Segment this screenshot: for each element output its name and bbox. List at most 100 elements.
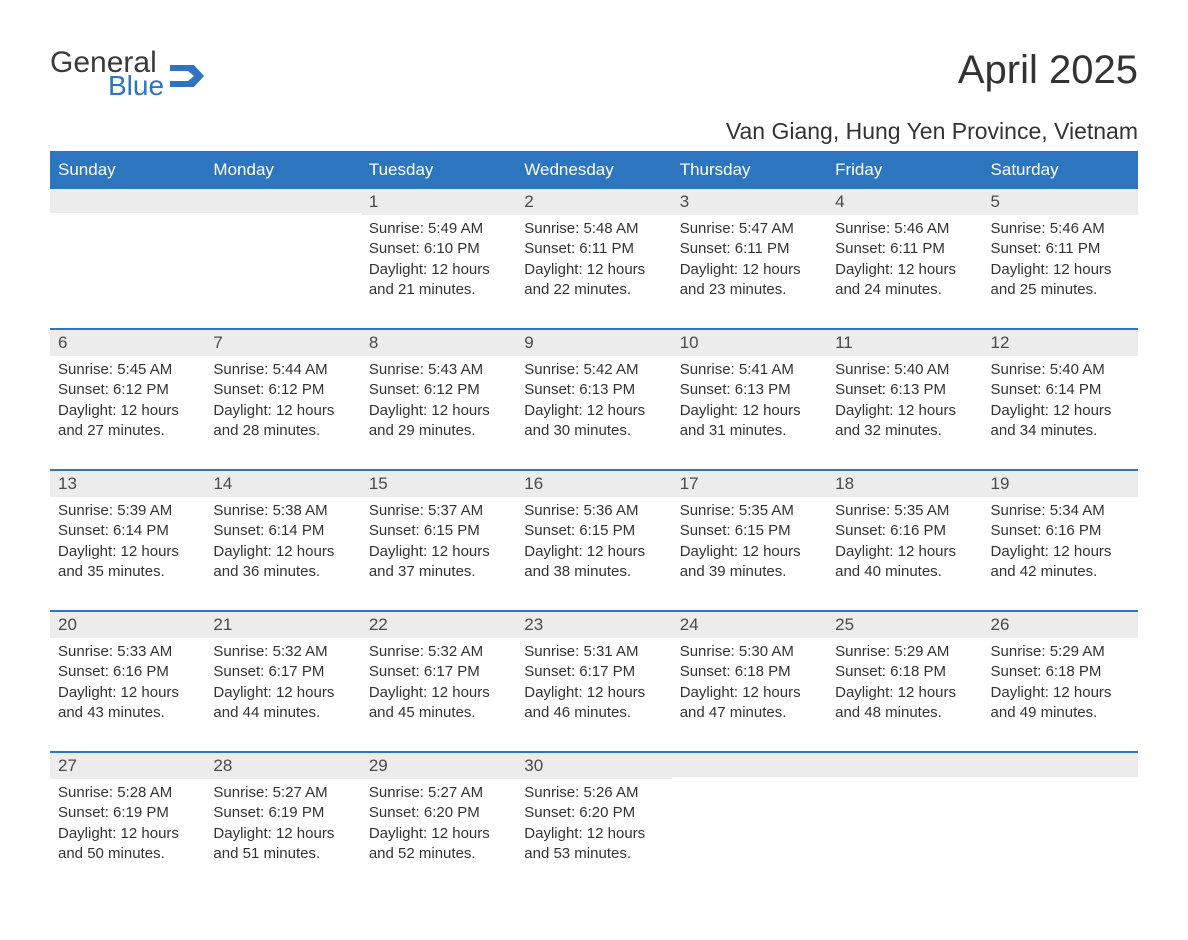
daylight-text: Daylight: 12 hours and 31 minutes. — [680, 401, 819, 442]
day-details: Sunrise: 5:28 AMSunset: 6:19 PMDaylight:… — [50, 779, 205, 892]
brand-name-blue: Blue — [108, 72, 164, 100]
sunset-text: Sunset: 6:17 PM — [524, 662, 663, 682]
sunset-text: Sunset: 6:14 PM — [213, 521, 352, 541]
calendar-week-row: 27Sunrise: 5:28 AMSunset: 6:19 PMDayligh… — [50, 752, 1138, 892]
day-number: 20 — [50, 612, 205, 638]
calendar-day-cell — [672, 752, 827, 892]
day-number: 17 — [672, 471, 827, 497]
daylight-text: Daylight: 12 hours and 25 minutes. — [991, 260, 1130, 301]
calendar-day-cell: 23Sunrise: 5:31 AMSunset: 6:17 PMDayligh… — [516, 611, 671, 752]
brand-logo: General Blue — [50, 48, 204, 100]
calendar-day-cell — [983, 752, 1138, 892]
daylight-text: Daylight: 12 hours and 37 minutes. — [369, 542, 508, 583]
sunrise-text: Sunrise: 5:29 AM — [835, 642, 974, 662]
sunrise-text: Sunrise: 5:41 AM — [680, 360, 819, 380]
sunset-text: Sunset: 6:11 PM — [835, 239, 974, 259]
day-details: Sunrise: 5:35 AMSunset: 6:16 PMDaylight:… — [827, 497, 982, 610]
calendar-day-cell: 13Sunrise: 5:39 AMSunset: 6:14 PMDayligh… — [50, 470, 205, 611]
calendar-day-cell: 24Sunrise: 5:30 AMSunset: 6:18 PMDayligh… — [672, 611, 827, 752]
day-details: Sunrise: 5:45 AMSunset: 6:12 PMDaylight:… — [50, 356, 205, 469]
day-details: Sunrise: 5:34 AMSunset: 6:16 PMDaylight:… — [983, 497, 1138, 610]
daylight-text: Daylight: 12 hours and 50 minutes. — [58, 824, 197, 865]
sunset-text: Sunset: 6:12 PM — [58, 380, 197, 400]
daylight-text: Daylight: 12 hours and 23 minutes. — [680, 260, 819, 301]
calendar-day-cell: 22Sunrise: 5:32 AMSunset: 6:17 PMDayligh… — [361, 611, 516, 752]
sunset-text: Sunset: 6:13 PM — [835, 380, 974, 400]
daylight-text: Daylight: 12 hours and 42 minutes. — [991, 542, 1130, 583]
day-number: 2 — [516, 189, 671, 215]
day-details — [827, 777, 982, 867]
day-details: Sunrise: 5:33 AMSunset: 6:16 PMDaylight:… — [50, 638, 205, 751]
sunset-text: Sunset: 6:16 PM — [991, 521, 1130, 541]
header: General Blue April 2025 — [50, 48, 1138, 100]
day-number: 27 — [50, 753, 205, 779]
day-number: 21 — [205, 612, 360, 638]
sunset-text: Sunset: 6:15 PM — [680, 521, 819, 541]
sunrise-text: Sunrise: 5:47 AM — [680, 219, 819, 239]
calendar-day-cell: 28Sunrise: 5:27 AMSunset: 6:19 PMDayligh… — [205, 752, 360, 892]
weekday-header: Saturday — [983, 152, 1138, 188]
day-number: 26 — [983, 612, 1138, 638]
calendar-day-cell: 7Sunrise: 5:44 AMSunset: 6:12 PMDaylight… — [205, 329, 360, 470]
day-number: 28 — [205, 753, 360, 779]
calendar-day-cell: 3Sunrise: 5:47 AMSunset: 6:11 PMDaylight… — [672, 188, 827, 329]
calendar-week-row: 20Sunrise: 5:33 AMSunset: 6:16 PMDayligh… — [50, 611, 1138, 752]
day-number: 19 — [983, 471, 1138, 497]
calendar-week-row: 6Sunrise: 5:45 AMSunset: 6:12 PMDaylight… — [50, 329, 1138, 470]
calendar-table: Sunday Monday Tuesday Wednesday Thursday… — [50, 151, 1138, 892]
calendar-day-cell: 17 Sunrise: 5:35 AMSunset: 6:15 PMDayligh… — [672, 470, 827, 611]
daylight-text: Daylight: 12 hours and 49 minutes. — [991, 683, 1130, 724]
daylight-text: Daylight: 12 hours and 35 minutes. — [58, 542, 197, 583]
day-number — [827, 753, 982, 777]
sunrise-text: Sunrise: 5:38 AM — [213, 501, 352, 521]
day-number: 22 — [361, 612, 516, 638]
daylight-text: Daylight: 12 hours and 43 minutes. — [58, 683, 197, 724]
day-number: 3 — [672, 189, 827, 215]
daylight-text: Daylight: 12 hours and 46 minutes. — [524, 683, 663, 724]
day-details: Sunrise: 5:29 AMSunset: 6:18 PMDaylight:… — [827, 638, 982, 751]
daylight-text: Daylight: 12 hours and 22 minutes. — [524, 260, 663, 301]
day-details — [672, 777, 827, 867]
sunrise-text: Sunrise: 5:32 AM — [369, 642, 508, 662]
sunrise-text: Sunrise: 5:32 AM — [213, 642, 352, 662]
day-number — [672, 753, 827, 777]
sunset-text: Sunset: 6:18 PM — [991, 662, 1130, 682]
sunset-text: Sunset: 6:14 PM — [991, 380, 1130, 400]
sunset-text: Sunset: 6:20 PM — [369, 803, 508, 823]
calendar-week-row: 1Sunrise: 5:49 AMSunset: 6:10 PMDaylight… — [50, 188, 1138, 329]
weekday-header: Wednesday — [516, 152, 671, 188]
calendar-day-cell — [50, 188, 205, 329]
sunset-text: Sunset: 6:16 PM — [835, 521, 974, 541]
calendar-day-cell: 20Sunrise: 5:33 AMSunset: 6:16 PMDayligh… — [50, 611, 205, 752]
day-number: 10 — [672, 330, 827, 356]
daylight-text: Daylight: 12 hours and 39 minutes. — [680, 542, 819, 583]
calendar-day-cell: 27Sunrise: 5:28 AMSunset: 6:19 PMDayligh… — [50, 752, 205, 892]
sunset-text: Sunset: 6:13 PM — [524, 380, 663, 400]
sunset-text: Sunset: 6:13 PM — [680, 380, 819, 400]
calendar-day-cell: 18Sunrise: 5:35 AMSunset: 6:16 PMDayligh… — [827, 470, 982, 611]
daylight-text: Daylight: 12 hours and 21 minutes. — [369, 260, 508, 301]
calendar-day-cell: 6Sunrise: 5:45 AMSunset: 6:12 PMDaylight… — [50, 329, 205, 470]
sunrise-text: Sunrise: 5:35 AM — [835, 501, 974, 521]
daylight-text: Daylight: 12 hours and 36 minutes. — [213, 542, 352, 583]
calendar-day-cell: 16Sunrise: 5:36 AMSunset: 6:15 PMDayligh… — [516, 470, 671, 611]
day-details: Sunrise: 5:46 AMSunset: 6:11 PMDaylight:… — [983, 215, 1138, 328]
daylight-text: Daylight: 12 hours and 38 minutes. — [524, 542, 663, 583]
sunrise-text: Sunrise: 5:39 AM — [58, 501, 197, 521]
daylight-text: Daylight: 12 hours and 40 minutes. — [835, 542, 974, 583]
calendar-day-cell: 15Sunrise: 5:37 AMSunset: 6:15 PMDayligh… — [361, 470, 516, 611]
daylight-text: Daylight: 12 hours and 24 minutes. — [835, 260, 974, 301]
day-number: 24 — [672, 612, 827, 638]
sunset-text: Sunset: 6:12 PM — [369, 380, 508, 400]
day-number: 30 — [516, 753, 671, 779]
sunset-text: Sunset: 6:18 PM — [835, 662, 974, 682]
calendar-day-cell: 5Sunrise: 5:46 AMSunset: 6:11 PMDaylight… — [983, 188, 1138, 329]
day-number: 13 — [50, 471, 205, 497]
sunset-text: Sunset: 6:12 PM — [213, 380, 352, 400]
sunrise-text: Sunrise: 5:35 AM — [680, 501, 819, 521]
sunrise-text: Sunrise: 5:49 AM — [369, 219, 508, 239]
day-number: 15 — [361, 471, 516, 497]
sunset-text: Sunset: 6:19 PM — [213, 803, 352, 823]
calendar-day-cell: 14Sunrise: 5:38 AMSunset: 6:14 PMDayligh… — [205, 470, 360, 611]
sunset-text: Sunset: 6:15 PM — [524, 521, 663, 541]
